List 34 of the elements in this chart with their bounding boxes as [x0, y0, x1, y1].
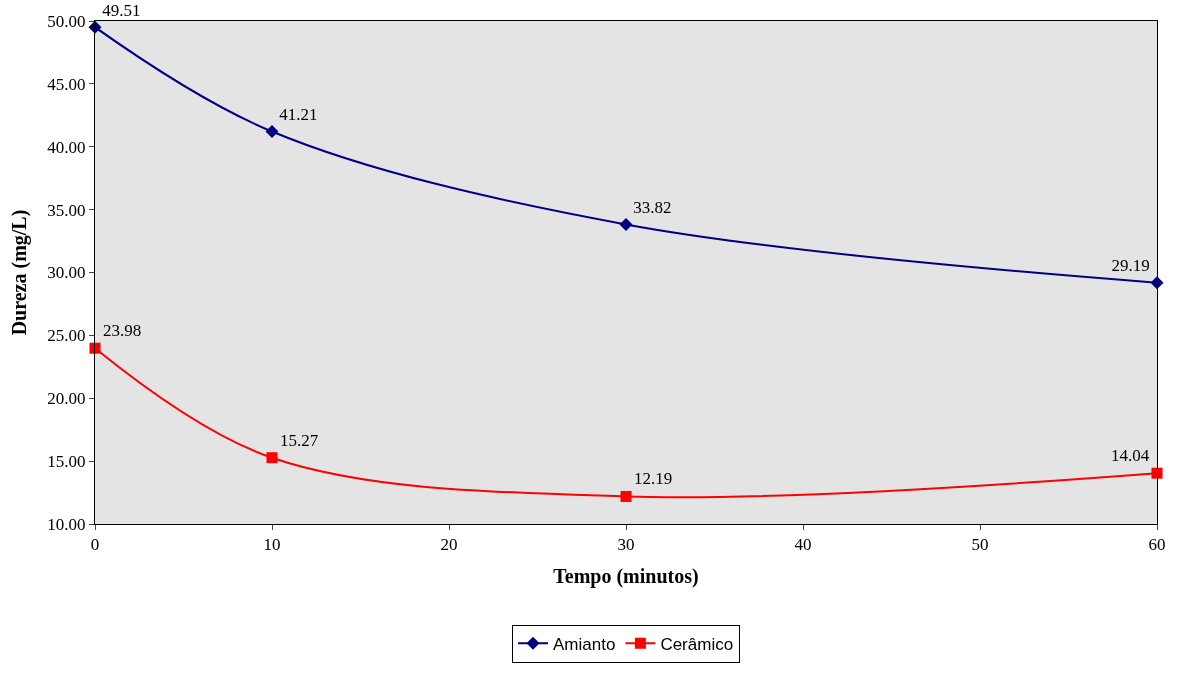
- y-tick-label: 30.00: [47, 263, 86, 283]
- x-tick-label: 10: [263, 535, 281, 555]
- data-label: 23.98: [102, 321, 142, 341]
- x-tick-label: 50: [971, 535, 989, 555]
- y-tick-label: 45.00: [47, 74, 86, 94]
- x-tick-label: 60: [1148, 535, 1166, 555]
- x-tick-label: 30: [617, 535, 635, 555]
- x-tick-label: 0: [90, 535, 100, 555]
- y-tick-label: 40.00: [47, 137, 86, 157]
- y-tick-label: 10.00: [47, 514, 86, 534]
- x-tick-label: 40: [794, 535, 812, 555]
- y-tick-label: 15.00: [47, 452, 86, 472]
- data-label: 49.51: [102, 0, 141, 20]
- point: [89, 342, 101, 354]
- x-axis-title: Tempo (minutos): [553, 564, 699, 588]
- data-label: 33.82: [633, 197, 672, 217]
- y-tick-label: 20.00: [47, 389, 86, 409]
- point: [265, 125, 279, 139]
- legend-label: Cerâmico: [660, 634, 734, 654]
- data-label: 41.21: [279, 105, 318, 125]
- point: [266, 452, 278, 464]
- y-tick-label: 50.00: [47, 11, 86, 31]
- legend-label: Amianto: [553, 634, 616, 654]
- data-label: 29.19: [1111, 256, 1150, 276]
- data-label: 15.27: [279, 430, 319, 450]
- point: [1151, 467, 1163, 479]
- x-tick-label: 20: [440, 535, 458, 555]
- y-axis-title: Dureza (mg/L): [7, 209, 31, 336]
- y-tick-label: 35.00: [47, 200, 86, 220]
- point: [619, 217, 633, 231]
- data-label: 12.19: [633, 469, 673, 489]
- data-label: 14.04: [1110, 446, 1150, 466]
- point: [620, 490, 632, 502]
- y-tick-label: 25.00: [47, 326, 86, 346]
